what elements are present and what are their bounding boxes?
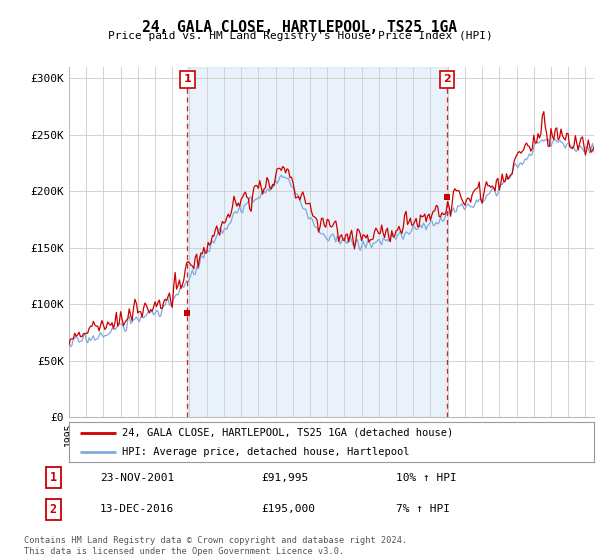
Text: £195,000: £195,000 — [261, 505, 315, 515]
Text: 23-NOV-2001: 23-NOV-2001 — [100, 473, 175, 483]
Text: £91,995: £91,995 — [261, 473, 308, 483]
Text: 2: 2 — [443, 74, 451, 85]
Text: Price paid vs. HM Land Registry's House Price Index (HPI): Price paid vs. HM Land Registry's House … — [107, 31, 493, 41]
Text: 1: 1 — [184, 74, 191, 85]
Text: Contains HM Land Registry data © Crown copyright and database right 2024.
This d: Contains HM Land Registry data © Crown c… — [24, 536, 407, 556]
Text: HPI: Average price, detached house, Hartlepool: HPI: Average price, detached house, Hart… — [121, 447, 409, 458]
Bar — [187, 67, 447, 417]
Text: 13-DEC-2016: 13-DEC-2016 — [100, 505, 175, 515]
Text: 1: 1 — [50, 471, 57, 484]
Text: 2: 2 — [50, 503, 57, 516]
Text: 24, GALA CLOSE, HARTLEPOOL, TS25 1GA: 24, GALA CLOSE, HARTLEPOOL, TS25 1GA — [143, 20, 458, 35]
Text: 7% ↑ HPI: 7% ↑ HPI — [396, 505, 450, 515]
Text: 24, GALA CLOSE, HARTLEPOOL, TS25 1GA (detached house): 24, GALA CLOSE, HARTLEPOOL, TS25 1GA (de… — [121, 428, 453, 438]
Text: 10% ↑ HPI: 10% ↑ HPI — [396, 473, 457, 483]
